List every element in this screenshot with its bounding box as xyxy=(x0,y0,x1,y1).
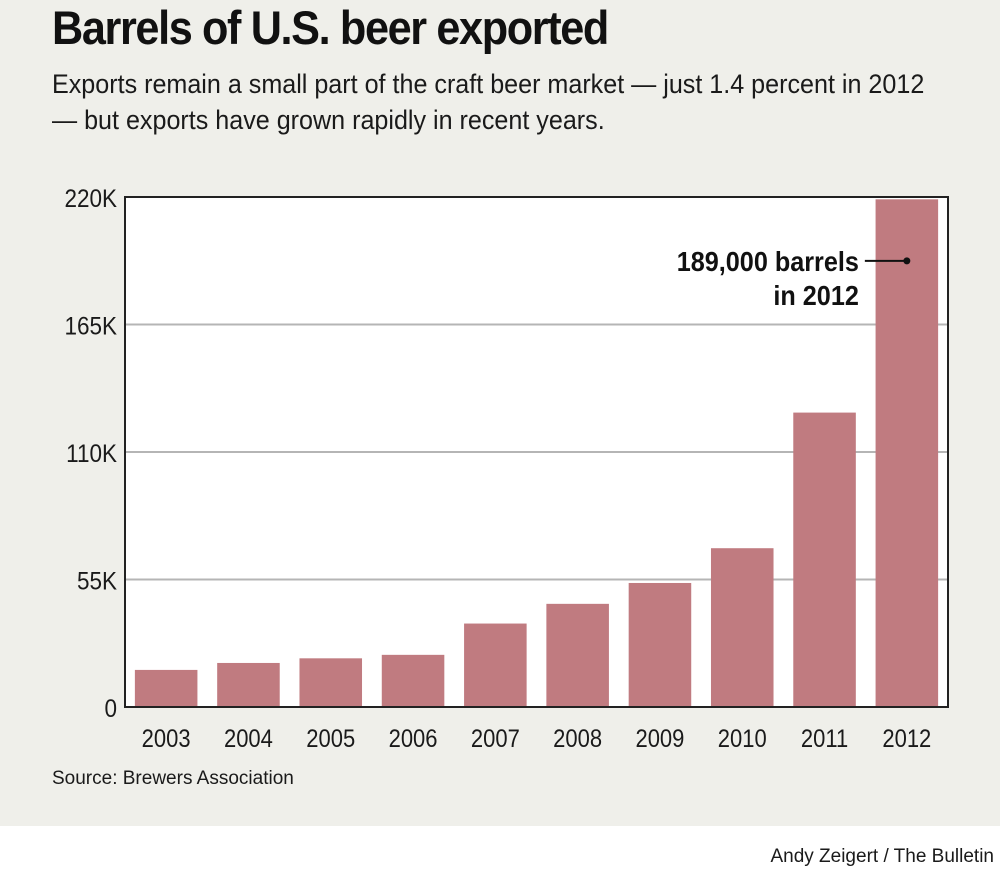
x-tick-label: 2007 xyxy=(471,725,520,753)
plot-frame xyxy=(124,196,949,708)
annotation-dot xyxy=(903,257,911,265)
x-tick-label: 2003 xyxy=(142,725,191,753)
chart-subtitle: Exports remain a small part of the craft… xyxy=(52,69,925,135)
bar xyxy=(217,662,280,707)
x-tick-label: 2004 xyxy=(224,725,273,753)
y-tick-label: 0 xyxy=(104,695,117,723)
y-tick-label: 165K xyxy=(64,312,117,340)
credit-line: Andy Zeigert / The Bulletin xyxy=(770,846,994,867)
x-tick-label: 2009 xyxy=(635,725,684,753)
bar xyxy=(546,603,609,707)
x-tick-label: 2011 xyxy=(801,725,848,753)
bar xyxy=(381,654,445,707)
annotation-label: 189,000 barrels xyxy=(677,246,859,278)
x-tick-label: 2005 xyxy=(306,725,355,753)
bar xyxy=(299,658,363,707)
y-tick-label: 55K xyxy=(77,567,117,595)
x-tick-label: 2010 xyxy=(718,725,767,753)
bar xyxy=(134,669,198,707)
bar-chart: 0 55K 110K 165K 220K 2003 2004 2005 2006 2007 2008… xyxy=(64,185,949,753)
y-tick-label: 220K xyxy=(64,185,117,213)
x-tick-label: 2012 xyxy=(882,725,931,753)
bar xyxy=(628,582,692,707)
bar xyxy=(875,199,939,707)
bar xyxy=(464,623,527,707)
bar xyxy=(710,548,774,707)
x-tick-label: 2008 xyxy=(553,725,602,753)
y-tick-label: 110K xyxy=(66,440,117,468)
source-note: Source: Brewers Association xyxy=(52,768,294,789)
annotation-label: in 2012 xyxy=(773,280,858,312)
x-tick-label: 2006 xyxy=(389,725,438,753)
chart-title: Barrels of U.S. beer exported xyxy=(52,1,609,54)
bar xyxy=(793,412,856,707)
